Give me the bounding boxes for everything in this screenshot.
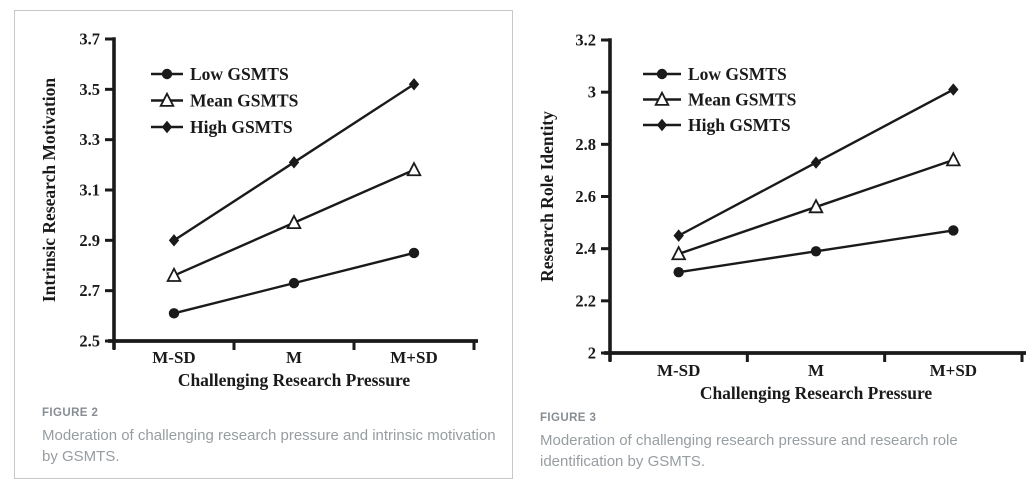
svg-text:2: 2 [588, 344, 596, 363]
svg-text:3.3: 3.3 [79, 130, 100, 149]
svg-text:M-SD: M-SD [152, 348, 195, 367]
svg-text:2.6: 2.6 [575, 187, 596, 206]
svg-text:Intrinsic Research Motivation: Intrinsic Research Motivation [39, 78, 59, 303]
figure-2-caption-text: Moderation of challenging research press… [42, 427, 496, 465]
figure-2-panel: 2.5 2.7 2.9 3.1 3.3 3.5 3.7 M-SD M M+SD Challengin… [14, 10, 513, 479]
svg-text:2.8: 2.8 [575, 135, 596, 154]
svg-text:Challenging Research Pressure: Challenging Research Pressure [178, 370, 411, 390]
svg-text:Mean GSMTS: Mean GSMTS [688, 90, 796, 110]
svg-text:M-SD: M-SD [657, 361, 700, 380]
svg-text:2.9: 2.9 [79, 231, 100, 250]
svg-text:High GSMTS: High GSMTS [190, 117, 293, 137]
figure-2-caption: FIGURE 2 Moderation of challenging resea… [42, 407, 510, 467]
figure-3-panel: 2 2.2 2.4 2.6 2.8 3 3.2 M-SD M M+SD Challenging Re… [517, 0, 1034, 490]
svg-text:High GSMTS: High GSMTS [688, 115, 791, 135]
figure-3-line-chart: 2 2.2 2.4 2.6 2.8 3 3.2 M-SD M M+SD Challenging Re… [537, 31, 1026, 403]
svg-text:Low GSMTS: Low GSMTS [190, 64, 289, 84]
figure-3-caption-text: Moderation of challenging research press… [540, 432, 958, 470]
svg-text:Challenging Research Pressure: Challenging Research Pressure [700, 383, 933, 403]
figure-3-caption-label: FIGURE 3 [540, 412, 597, 424]
svg-text:3.2: 3.2 [575, 31, 596, 50]
svg-text:M: M [808, 361, 824, 380]
svg-text:3.5: 3.5 [79, 80, 100, 99]
svg-text:2.5: 2.5 [79, 332, 100, 351]
svg-text:2.4: 2.4 [575, 239, 596, 258]
svg-text:3: 3 [588, 83, 596, 102]
svg-text:M+SD: M+SD [390, 348, 437, 367]
svg-text:2.2: 2.2 [575, 291, 596, 310]
svg-text:M+SD: M+SD [930, 361, 977, 380]
svg-text:M: M [286, 348, 302, 367]
figure-3-caption: FIGURE 3 Moderation of challenging resea… [540, 412, 1002, 472]
svg-text:3.1: 3.1 [79, 181, 100, 200]
svg-text:Mean GSMTS: Mean GSMTS [190, 91, 298, 111]
figure-2-line-chart: 2.5 2.7 2.9 3.1 3.3 3.5 3.7 M-SD M M+SD Challengin… [39, 30, 478, 390]
svg-text:2.7: 2.7 [79, 281, 100, 300]
figure-2-caption-label: FIGURE 2 [42, 407, 99, 419]
svg-text:Low GSMTS: Low GSMTS [688, 64, 787, 84]
svg-text:Research Role Identity: Research Role Identity [537, 111, 557, 282]
svg-text:3.7: 3.7 [79, 30, 100, 49]
